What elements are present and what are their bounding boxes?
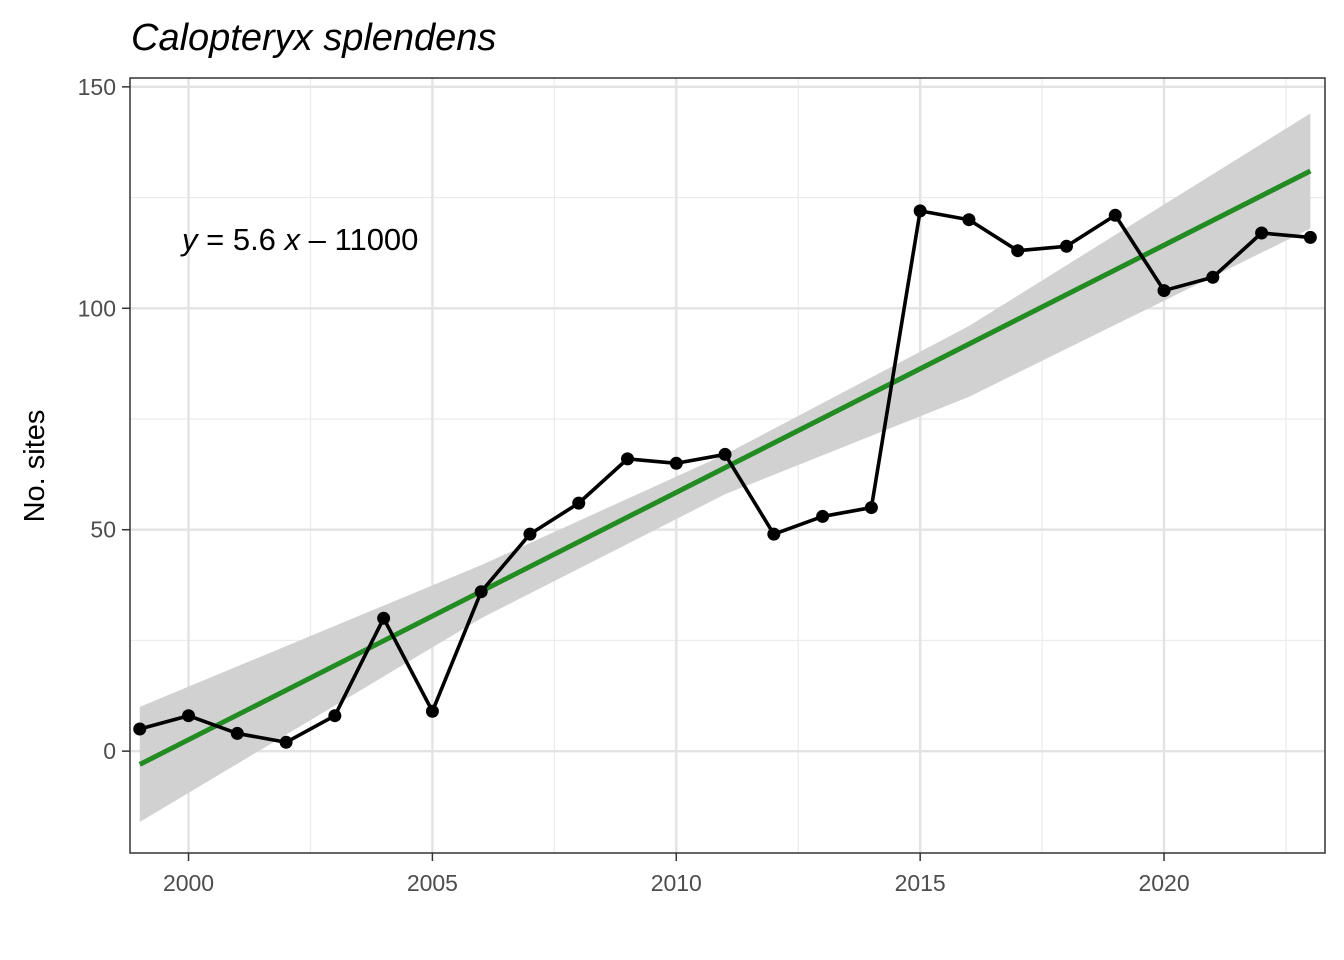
data-point — [1059, 239, 1073, 253]
data-point — [913, 204, 927, 218]
data-point — [474, 585, 488, 599]
trend-line-group — [138, 168, 1312, 767]
y-tick-label: 0 — [103, 738, 116, 764]
data-point — [377, 611, 391, 625]
trend-line — [138, 168, 1312, 767]
data-point — [182, 709, 196, 723]
data-point — [864, 501, 878, 515]
y-axis: 0 50 100 150 — [78, 74, 130, 764]
data-point — [669, 456, 683, 470]
data-point — [621, 452, 635, 466]
x-tick-label: 2015 — [895, 870, 946, 896]
equation-part: – 11000 — [300, 222, 418, 257]
data-point — [816, 509, 830, 523]
data-point — [1108, 208, 1122, 222]
data-point — [962, 213, 976, 227]
data-point — [1011, 244, 1025, 258]
data-point — [572, 496, 586, 510]
equation-part: y — [180, 222, 200, 257]
data-point — [718, 447, 732, 461]
y-tick-label: 150 — [78, 74, 116, 100]
data-point — [133, 722, 147, 736]
data-point — [1303, 230, 1317, 244]
x-tick-label: 2005 — [407, 870, 458, 896]
y-tick-label: 100 — [78, 295, 116, 321]
chart-title: Calopteryx splendens — [131, 17, 496, 59]
data-point — [1255, 226, 1269, 240]
equation-part: x — [283, 222, 302, 257]
x-tick-label: 2000 — [163, 870, 214, 896]
regression-equation: y = 5.6 x – 11000 — [180, 222, 418, 257]
data-point — [425, 704, 439, 718]
data-point — [328, 709, 342, 723]
equation-part: = 5.6 — [198, 222, 285, 257]
data-point — [1157, 284, 1171, 298]
data-point — [1206, 270, 1220, 284]
data-point — [767, 527, 781, 541]
data-point — [279, 735, 293, 749]
series-group — [133, 204, 1317, 749]
plot-border — [129, 77, 1326, 854]
data-point — [523, 527, 537, 541]
x-axis: 2000 2005 2010 2015 2020 — [163, 853, 1190, 896]
x-tick-label: 2010 — [651, 870, 702, 896]
y-axis-title: No. sites — [19, 410, 51, 523]
y-tick-label: 50 — [90, 517, 116, 543]
x-tick-label: 2020 — [1138, 870, 1189, 896]
data-point — [230, 726, 244, 740]
